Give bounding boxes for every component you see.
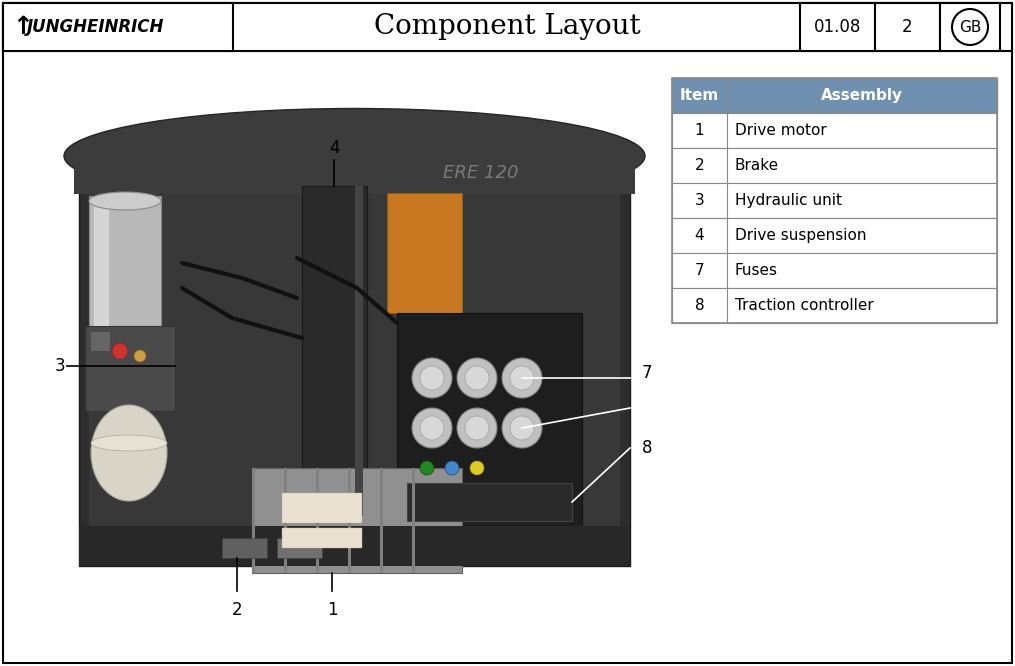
Text: ERE 120: ERE 120 [444,164,519,182]
Bar [348,468,351,573]
Bar [282,493,362,523]
Bar [875,3,940,51]
Text: 7: 7 [694,263,704,278]
Bar [74,146,635,194]
Bar [672,253,997,288]
Bar [672,148,997,183]
Bar [89,194,620,544]
Circle shape [465,366,489,390]
Text: 2: 2 [902,18,912,36]
Text: 8: 8 [694,298,704,313]
Text: 3: 3 [55,357,66,375]
Circle shape [420,416,444,440]
Text: 7: 7 [642,364,653,382]
Bar [284,468,287,573]
Bar [89,196,161,326]
Bar [412,468,415,573]
Bar [940,3,1000,51]
Text: Drive motor: Drive motor [735,123,827,138]
Bar [302,186,367,516]
Ellipse shape [64,109,645,204]
Text: Drive suspension: Drive suspension [735,228,867,243]
Bar [79,146,630,566]
Bar [316,468,319,573]
Circle shape [502,358,542,398]
Bar [672,78,997,323]
Bar [407,483,572,521]
Text: GB: GB [959,19,982,35]
Bar [252,468,255,573]
Bar [277,538,322,558]
Circle shape [470,461,484,475]
Circle shape [412,408,452,448]
Text: 4: 4 [694,228,704,243]
Bar [672,288,997,323]
Circle shape [510,416,534,440]
Bar [672,183,997,218]
Bar [252,468,462,573]
Circle shape [420,366,444,390]
Ellipse shape [89,192,161,210]
Bar [355,186,363,516]
Text: 4: 4 [329,139,340,157]
Circle shape [457,408,497,448]
Ellipse shape [91,405,167,501]
Text: JUNGHEINRICH: JUNGHEINRICH [27,18,164,36]
Bar [3,3,233,51]
Bar [380,468,383,573]
Circle shape [412,358,452,398]
Bar [387,193,462,313]
Circle shape [445,461,459,475]
Text: Brake: Brake [735,158,780,173]
Text: 1: 1 [327,601,337,619]
Bar [3,3,1012,51]
Bar [222,538,267,558]
Text: 2: 2 [231,601,243,619]
Bar [397,313,582,533]
Circle shape [502,408,542,448]
Circle shape [510,366,534,390]
Text: ↑: ↑ [12,15,33,39]
Text: 3: 3 [694,193,704,208]
Bar [672,78,997,113]
Ellipse shape [91,435,167,451]
Circle shape [134,350,146,362]
Bar [67,78,642,588]
Bar [94,196,109,326]
Bar [90,331,110,351]
Bar [672,113,997,148]
Text: 2: 2 [694,158,704,173]
Text: Traction controller: Traction controller [735,298,874,313]
Text: 01.08: 01.08 [814,18,861,36]
Text: 8: 8 [642,439,653,457]
Circle shape [465,416,489,440]
Bar [282,528,362,548]
Text: Hydraulic unit: Hydraulic unit [735,193,842,208]
Circle shape [112,343,128,359]
Text: 1: 1 [694,123,704,138]
Text: Item: Item [680,88,719,103]
Bar [85,326,175,411]
Circle shape [457,358,497,398]
Text: Fuses: Fuses [735,263,779,278]
Bar [672,218,997,253]
Bar [800,3,875,51]
Bar [79,526,630,566]
Circle shape [420,461,434,475]
Text: Component Layout: Component Layout [374,13,640,41]
Text: Assembly: Assembly [821,88,903,103]
